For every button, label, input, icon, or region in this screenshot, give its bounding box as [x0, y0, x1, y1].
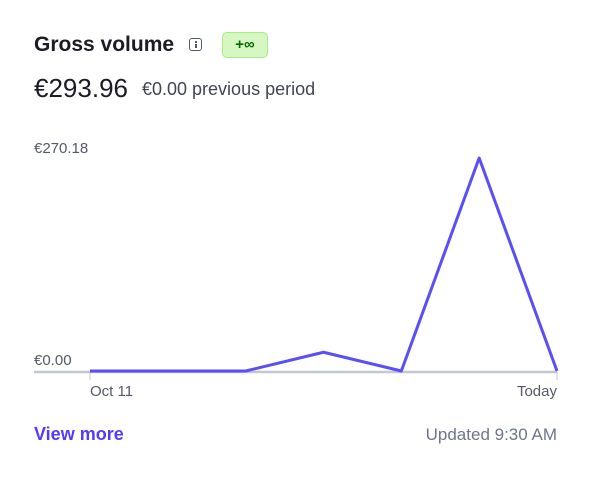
series-line — [90, 156, 559, 373]
updated-time: Updated 9:30 AM — [425, 425, 557, 444]
total-amount: €293.96 — [34, 73, 128, 103]
view-more-link[interactable]: View more — [34, 424, 124, 444]
info-icon[interactable] — [189, 38, 202, 51]
change-badge: +∞ — [222, 32, 268, 58]
y-tick-min: €0.00 — [34, 352, 72, 369]
y-tick-max: €270.18 — [34, 140, 89, 157]
x-tick-end: Today — [516, 383, 557, 400]
x-tick-start: Oct 11 — [90, 383, 134, 400]
previous-period: €0.00 previous period — [142, 79, 316, 99]
card-title: Gross volume — [34, 33, 175, 56]
